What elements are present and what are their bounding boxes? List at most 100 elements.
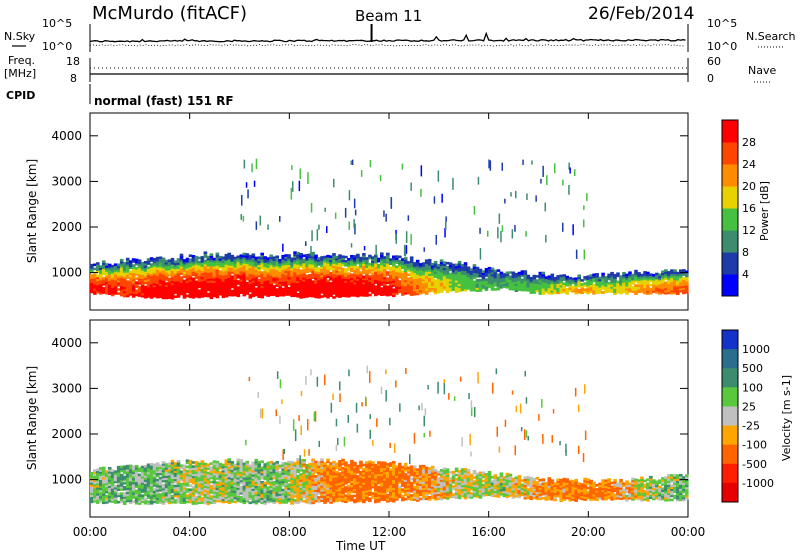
scatter-cell (215, 469, 220, 472)
scatter-cell (164, 498, 169, 501)
scatter-cell (260, 460, 264, 463)
scatter-cell (125, 290, 130, 294)
scatter-cell (302, 262, 306, 266)
scatter-cell (254, 464, 259, 468)
scatter-cell (463, 286, 468, 290)
scatter-cell (356, 471, 360, 474)
scatter-cell (586, 283, 590, 287)
scatter-cell (475, 279, 480, 282)
scatter-cell (215, 260, 220, 264)
scatter-cell (170, 257, 175, 261)
scatter-cell (227, 474, 232, 478)
scatter-cell (338, 287, 342, 290)
scatter-cell (281, 468, 285, 471)
scatter-cell (296, 264, 300, 267)
scatter-cell (658, 277, 662, 281)
power-scatter-cells (90, 158, 689, 300)
scatter-cell (371, 260, 375, 263)
scatter-cell (167, 466, 172, 470)
scatter-cell (329, 259, 333, 263)
scatter-cell (362, 285, 366, 289)
scatter-cell (293, 261, 297, 265)
scatter-cell (652, 280, 656, 283)
scatter-cell (344, 270, 348, 273)
scatter-cell (371, 264, 375, 268)
scatter-cell (314, 262, 318, 266)
scatter-cell (341, 487, 345, 490)
scatter-cell (242, 277, 247, 280)
scatter-cell (260, 474, 264, 478)
noise-tick-high-left: 10^5 (42, 17, 72, 30)
scatter-cell (161, 496, 166, 499)
scatter-cell (436, 286, 441, 290)
scatter-cell (634, 280, 638, 283)
scatter-cell (167, 491, 172, 494)
scatter-cell (305, 258, 309, 261)
scatter-cell (290, 265, 294, 269)
scatter-cell (466, 270, 471, 274)
scatter-cell (122, 268, 127, 271)
scatter-cell (598, 284, 602, 288)
scatter-cell (601, 285, 605, 288)
scatter-cell (329, 263, 333, 267)
scatter-cell (146, 469, 151, 473)
scatter-cell (105, 275, 109, 279)
scatter-cell (631, 273, 635, 277)
scatter-cell (338, 478, 342, 482)
scatter-cell (296, 495, 300, 498)
scatter-cell (200, 260, 205, 263)
scatter-cell (287, 262, 291, 265)
scatter-cell (463, 264, 468, 267)
noise-panel: N.Sky 10^5 10^0 10^5 10^0 N.Search (4, 17, 796, 53)
scatter-cell (676, 282, 680, 285)
scatter-cell (152, 500, 157, 504)
scatter-cell (377, 263, 381, 267)
scatter-cell (326, 289, 330, 293)
scatter-cell (224, 479, 229, 483)
scatter-cell (131, 258, 136, 261)
scatter-cell (421, 280, 426, 284)
scatter-cell (179, 501, 184, 504)
scatter-cell (347, 490, 351, 494)
scatter-cell (96, 290, 100, 294)
scatter-cell (412, 286, 417, 290)
scatter-cell (445, 288, 450, 292)
scatter-cell (517, 271, 522, 275)
scatter-cell (206, 496, 211, 499)
scatter-cell (637, 276, 641, 279)
scatter-cell (137, 496, 142, 499)
sparse-echo (546, 175, 548, 185)
scatter-cell (317, 279, 321, 283)
scatter-cell (254, 275, 259, 278)
scatter-cell (323, 276, 327, 279)
scatter-cell (194, 268, 199, 271)
scatter-cell (99, 479, 103, 482)
scatter-cell (362, 265, 366, 268)
scatter-cell (305, 256, 309, 259)
scatter-cell (344, 272, 348, 275)
scatter-cell (427, 277, 432, 280)
scatter-cell (194, 479, 199, 483)
scatter-cell (134, 489, 139, 493)
scatter-cell (406, 289, 411, 293)
scatter-cell (224, 282, 229, 286)
scatter-cell (299, 477, 303, 480)
scatter-cell (293, 269, 297, 273)
scatter-cell (320, 260, 324, 263)
scatter-cell (245, 253, 250, 256)
scatter-cell (230, 291, 235, 295)
scatter-cell (409, 258, 414, 261)
scatter-cell (383, 264, 387, 267)
scatter-cell (335, 493, 339, 496)
scatter-cell (311, 474, 315, 478)
scatter-cell (320, 497, 324, 500)
scatter-cell (320, 272, 324, 276)
scatter-cell (287, 491, 291, 495)
sparse-echo (344, 207, 347, 218)
scatter-cell (362, 482, 366, 485)
scatter-cell (122, 467, 127, 471)
scatter-cell (478, 278, 483, 282)
scatter-cell (374, 492, 378, 496)
scatter-cell (278, 491, 282, 494)
scatter-cell (185, 494, 190, 497)
